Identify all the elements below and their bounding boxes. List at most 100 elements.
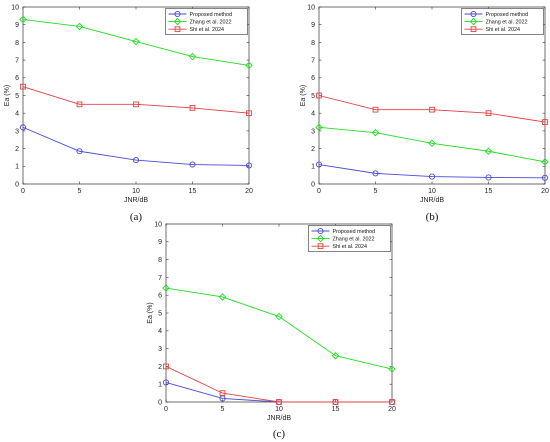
y-tick-label: 8 bbox=[158, 257, 162, 264]
series-line bbox=[22, 126, 250, 166]
y-axis-label: Ea (%) bbox=[4, 85, 11, 106]
series-1 bbox=[315, 161, 549, 181]
y-tick-label: 5 bbox=[15, 93, 19, 100]
data-point bbox=[245, 162, 253, 169]
data-point bbox=[163, 363, 169, 370]
y-tick-label: 9 bbox=[158, 239, 162, 246]
series-1 bbox=[19, 124, 253, 169]
y-tick-label: 0 bbox=[311, 181, 315, 188]
y-tick-label: 7 bbox=[158, 275, 162, 282]
data-point bbox=[332, 399, 339, 405]
x-tick-label: 5 bbox=[78, 188, 82, 195]
series-line bbox=[165, 287, 393, 370]
legend-marker bbox=[173, 17, 182, 26]
data-point bbox=[76, 148, 83, 155]
series-2 bbox=[19, 15, 253, 70]
y-tick-label: 1 bbox=[311, 164, 315, 171]
data-point bbox=[162, 379, 170, 386]
data-point bbox=[541, 174, 549, 181]
data-point bbox=[315, 161, 323, 168]
series-line bbox=[318, 126, 546, 163]
legend-label: Shi et al. 2024 bbox=[333, 244, 367, 250]
x-tick-label: 0 bbox=[317, 188, 321, 195]
legend-marker bbox=[469, 17, 478, 26]
legend-marker bbox=[316, 234, 325, 243]
y-tick-label: 6 bbox=[15, 75, 19, 82]
data-point bbox=[316, 92, 322, 99]
y-tick-label: 10 bbox=[154, 221, 162, 228]
y-tick-label: 6 bbox=[158, 293, 162, 300]
x-tick-label: 10 bbox=[275, 406, 283, 413]
legend-label: Zhang et al. 2022 bbox=[190, 20, 232, 26]
y-tick-label: 2 bbox=[15, 146, 19, 153]
data-point bbox=[132, 157, 140, 164]
data-point bbox=[428, 173, 436, 180]
panel-caption: (c) bbox=[273, 428, 286, 440]
data-point bbox=[389, 399, 395, 405]
data-point bbox=[315, 123, 323, 132]
y-tick-label: 1 bbox=[15, 164, 19, 171]
data-point bbox=[189, 161, 196, 168]
data-point bbox=[246, 110, 252, 117]
y-tick-label: 7 bbox=[15, 58, 19, 65]
y-tick-label: 4 bbox=[311, 111, 315, 118]
data-point bbox=[133, 101, 139, 108]
data-point bbox=[189, 105, 196, 111]
y-axis-label: Ea (%) bbox=[147, 302, 154, 323]
y-tick-label: 10 bbox=[11, 4, 19, 11]
y-tick-label: 0 bbox=[158, 399, 162, 406]
data-point bbox=[275, 312, 283, 321]
data-point bbox=[542, 119, 548, 125]
x-tick-label: 10 bbox=[428, 188, 436, 195]
y-tick-label: 7 bbox=[311, 58, 315, 65]
data-point bbox=[188, 52, 197, 61]
legend-marker bbox=[470, 26, 477, 33]
legend-marker bbox=[174, 26, 181, 33]
y-tick-label: 5 bbox=[311, 93, 315, 100]
series-2 bbox=[315, 123, 549, 166]
legend-marker bbox=[174, 10, 181, 18]
y-tick-label: 3 bbox=[311, 128, 315, 135]
data-point bbox=[541, 158, 549, 166]
y-tick-label: 10 bbox=[307, 4, 315, 11]
plot-area bbox=[22, 6, 250, 185]
legend-label: Proposed method bbox=[333, 229, 376, 235]
legend-label: Proposed method bbox=[190, 12, 233, 18]
series-line bbox=[22, 18, 250, 66]
data-point bbox=[485, 110, 492, 117]
data-point bbox=[485, 174, 492, 181]
x-tick-label: 0 bbox=[21, 188, 25, 195]
series-line bbox=[318, 164, 546, 179]
y-tick-label: 8 bbox=[311, 40, 315, 47]
data-point bbox=[245, 61, 253, 70]
y-tick-label: 3 bbox=[158, 346, 162, 353]
series-3 bbox=[163, 363, 395, 405]
x-tick-label: 20 bbox=[388, 406, 396, 413]
y-tick-label: 8 bbox=[15, 40, 19, 47]
y-tick-label: 9 bbox=[15, 22, 19, 29]
data-point bbox=[218, 293, 227, 301]
x-tick-label: 10 bbox=[132, 188, 140, 195]
x-tick-label: 15 bbox=[332, 406, 340, 413]
x-tick-label: 20 bbox=[541, 188, 549, 195]
x-tick-label: 15 bbox=[189, 188, 197, 195]
data-point bbox=[19, 15, 27, 24]
legend-label: Proposed method bbox=[486, 12, 529, 18]
series-3 bbox=[316, 92, 548, 125]
data-point bbox=[429, 106, 435, 113]
data-point bbox=[162, 284, 170, 292]
legend-label: Shi et al. 2024 bbox=[486, 27, 520, 33]
y-tick-label: 4 bbox=[158, 328, 162, 335]
series-line bbox=[22, 86, 250, 114]
x-tick-label: 5 bbox=[374, 188, 378, 195]
legend-marker bbox=[470, 10, 477, 18]
y-tick-label: 9 bbox=[311, 22, 315, 29]
x-axis-label: JNR/dB bbox=[267, 415, 291, 422]
data-point bbox=[372, 106, 379, 113]
legend-marker bbox=[317, 243, 324, 250]
x-axis-label: JNR/dB bbox=[124, 197, 148, 204]
